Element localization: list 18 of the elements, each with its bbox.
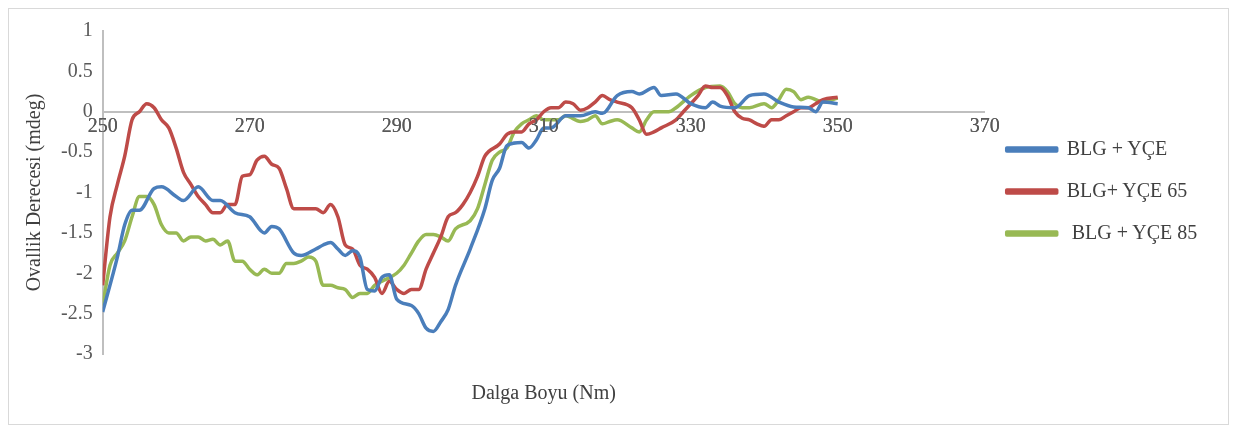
y-tick-label: -2.5: [60, 300, 93, 323]
x-tick-label: 370: [969, 114, 1000, 136]
y-tick-label: -1.5: [60, 220, 93, 243]
legend-label: BLG + YÇE: [1066, 136, 1168, 160]
x-tick-label: 270: [234, 114, 265, 136]
legend-label: BLG+ YÇE 65: [1066, 178, 1188, 202]
y-tick-label: 1: [82, 18, 93, 41]
x-axis-title: Dalga Boyu (Nm): [471, 381, 616, 405]
y-tick-label: -1: [75, 179, 93, 202]
y-tick-label: -2: [75, 260, 93, 283]
y-axis-title: Ovallik Derecesi (mdeg): [22, 93, 46, 292]
x-tick-label: 330: [675, 114, 706, 136]
y-tick-label: -3: [75, 341, 93, 364]
y-tick-label: -0.5: [60, 139, 93, 162]
x-tick-label: 350: [822, 114, 853, 136]
legend-label: BLG + YÇE 85: [1066, 220, 1198, 244]
y-tick-label: 0.5: [67, 58, 93, 81]
x-tick-label: 290: [381, 114, 412, 136]
